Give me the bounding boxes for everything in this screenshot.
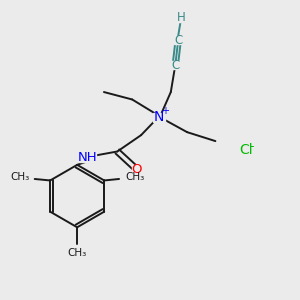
Text: H: H xyxy=(177,11,186,24)
Bar xyxy=(80,153,96,162)
Text: N: N xyxy=(154,110,164,124)
Bar xyxy=(174,36,183,44)
Bar xyxy=(177,14,185,22)
Text: CH₃: CH₃ xyxy=(10,172,29,182)
Text: CH₃: CH₃ xyxy=(68,248,87,258)
Text: Cl: Cl xyxy=(239,143,253,157)
Text: CH₃: CH₃ xyxy=(125,172,144,182)
Text: NH: NH xyxy=(78,151,98,164)
Bar xyxy=(132,165,141,174)
Text: -: - xyxy=(249,140,254,153)
Bar xyxy=(171,61,180,70)
Text: O: O xyxy=(131,163,142,176)
Text: C: C xyxy=(174,34,182,46)
Text: +: + xyxy=(161,106,169,116)
Bar xyxy=(153,113,165,122)
Text: C: C xyxy=(171,59,179,72)
